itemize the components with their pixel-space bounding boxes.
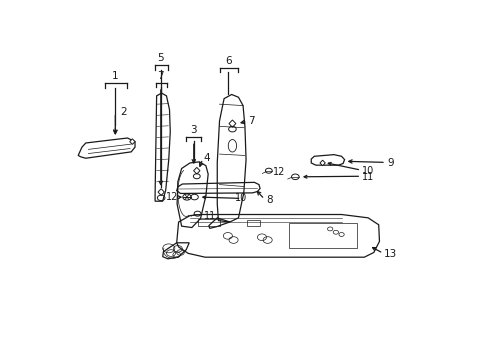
Text: 12: 12: [165, 192, 178, 202]
Text: 9: 9: [386, 158, 393, 168]
Text: 7: 7: [157, 71, 164, 81]
Bar: [288, 223, 356, 248]
Text: 3: 3: [190, 125, 197, 135]
Text: 8: 8: [265, 195, 272, 205]
Polygon shape: [193, 167, 200, 174]
Text: 12: 12: [272, 167, 285, 177]
Polygon shape: [228, 120, 235, 127]
Bar: [246, 220, 260, 226]
Text: 1: 1: [112, 71, 119, 81]
Text: 2: 2: [120, 107, 126, 117]
Text: 10: 10: [362, 166, 374, 176]
Text: 6: 6: [224, 56, 231, 66]
Text: 7: 7: [248, 116, 254, 126]
Text: 5: 5: [157, 53, 164, 63]
Text: 10: 10: [234, 193, 246, 203]
Polygon shape: [129, 139, 135, 144]
Text: 11: 11: [204, 211, 216, 221]
Text: 4: 4: [203, 153, 209, 163]
Polygon shape: [319, 160, 325, 166]
Polygon shape: [158, 189, 164, 195]
Text: 11: 11: [362, 172, 374, 182]
Bar: [197, 219, 220, 226]
Text: 13: 13: [383, 249, 396, 260]
